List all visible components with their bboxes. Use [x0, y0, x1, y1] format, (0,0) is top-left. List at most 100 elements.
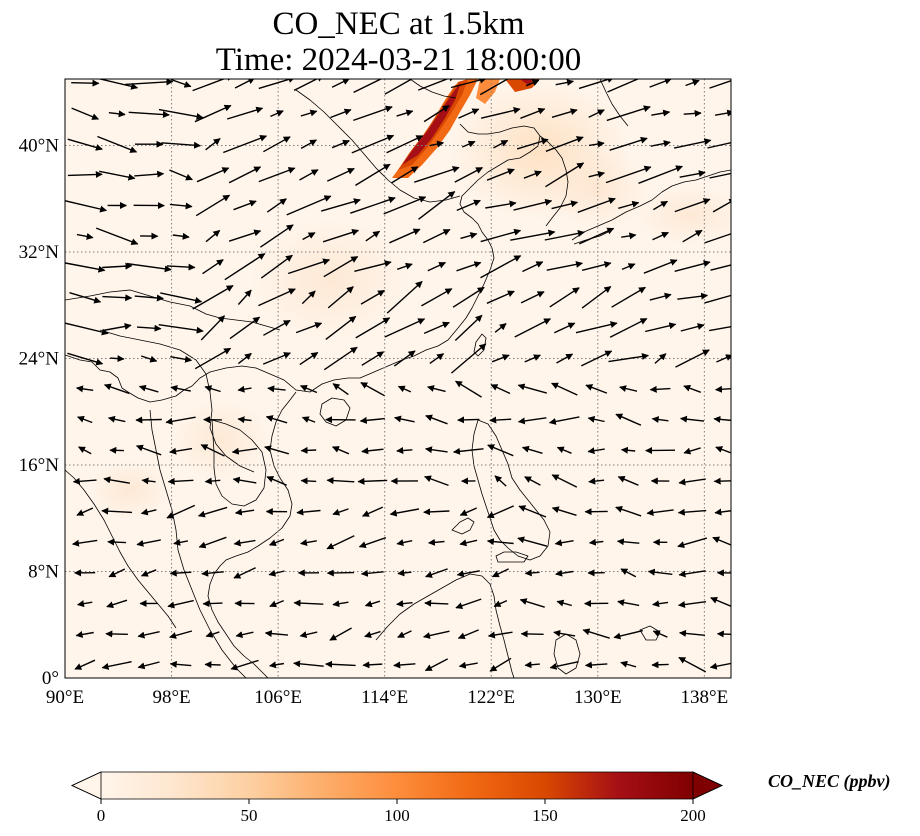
wind-vector-arrow [169, 660, 192, 668]
wind-vector-arrow [712, 198, 731, 213]
wind-vector-arrow [268, 569, 285, 577]
wind-vector-arrow [364, 600, 381, 608]
wind-vector-arrow [551, 200, 579, 210]
wind-vector-arrow [103, 476, 131, 484]
wind-vector-arrow [609, 136, 648, 151]
wind-vector-arrow [140, 355, 158, 363]
colorbar-extend-high [692, 771, 723, 800]
wind-vector-arrow [493, 599, 508, 607]
wind-vector-arrow [521, 445, 543, 454]
wind-vector-arrow [491, 568, 509, 578]
wind-vector-arrow [608, 352, 649, 363]
wind-vector-arrow [95, 227, 139, 246]
wind-vector-arrow [332, 383, 349, 396]
wind-vector-arrow [262, 352, 291, 365]
wind-vector-arrow [323, 255, 359, 278]
wind-vector-arrow [332, 600, 349, 608]
wind-vector-arrow [299, 631, 318, 638]
wind-vector-arrow [649, 292, 672, 301]
wind-vector-arrow [580, 350, 613, 367]
wind-vector-arrow [204, 385, 221, 393]
wind-vector-arrow [459, 507, 477, 516]
wind-vector-arrow [194, 347, 232, 370]
wind-vector-arrow [326, 535, 355, 550]
lon-tick-label: 106°E [254, 687, 302, 708]
lon-tick-label: 98°E [152, 687, 190, 708]
wind-vector-arrow [383, 196, 427, 215]
wind-vector-arrow [136, 539, 161, 547]
wind-vector-arrow [677, 292, 709, 300]
wind-vector-arrow [200, 444, 225, 457]
wind-vector-arrow [621, 263, 636, 271]
lat-tick-label: 16°N [19, 455, 60, 476]
wind-vector-arrow [674, 198, 711, 213]
wind-vector-arrow [165, 416, 196, 425]
wind-vector-arrow [300, 477, 317, 485]
wind-vector-arrow [577, 197, 616, 213]
wind-vector-arrow [299, 351, 319, 366]
wind-vector-arrow [673, 138, 712, 149]
lon-tick-label: 90°E [46, 687, 84, 708]
plume-halo [90, 460, 170, 520]
wind-vector-arrow [75, 631, 94, 638]
wind-vector-arrow [517, 383, 547, 394]
title-line-2: Time: 2024-03-21 18:00:00 [215, 42, 582, 78]
coastline-philippines [471, 419, 551, 561]
wind-vector-arrow [299, 169, 319, 181]
wind-vector-arrow [457, 629, 479, 640]
wind-vector-arrow [619, 385, 638, 392]
wind-vector-arrow [204, 477, 221, 485]
wind-vector-arrow [65, 200, 108, 213]
wind-vector-arrow [204, 661, 221, 669]
wind-vector-arrow [421, 288, 453, 307]
wind-vector-arrow [638, 165, 683, 184]
wind-vector-arrow [710, 596, 731, 607]
wind-vector-arrow [397, 385, 412, 393]
wind-vector-arrow [428, 538, 445, 546]
wind-vector-arrow [677, 508, 707, 516]
wind-vector-arrow [170, 384, 191, 392]
wind-vector-arrow [678, 570, 706, 578]
wind-vector-arrow [102, 323, 132, 332]
wind-vector-arrow [486, 290, 515, 304]
wind-vector-arrow [270, 110, 284, 118]
wind-vector-arrow [224, 253, 266, 281]
wind-vector-arrow [489, 657, 512, 672]
wind-vector-arrow [611, 286, 646, 308]
wind-vector-arrow [266, 198, 287, 213]
wind-vector-arrow [456, 261, 482, 272]
wind-vector-arrow [106, 599, 128, 609]
wind-vector-arrow [67, 138, 103, 151]
wind-vector-arrow [384, 79, 414, 95]
wind-vector-arrow [72, 539, 98, 547]
wind-vector-arrow [267, 385, 286, 393]
wind-vector-arrow [233, 567, 256, 579]
map-frame [64, 78, 732, 679]
wind-vector-arrow [173, 538, 189, 546]
coastline-gulf-thailand [207, 551, 269, 678]
wind-vector-arrow [135, 444, 162, 456]
wind-vector-arrow [128, 111, 170, 118]
wind-vector-arrow [480, 255, 522, 279]
wind-vector-arrow [514, 318, 552, 338]
wind-vector-arrow [545, 136, 584, 152]
wind-vector-arrow [397, 630, 412, 638]
lat-tick-label: 8°N [28, 562, 59, 583]
wind-vector-arrow [265, 415, 288, 424]
wind-vector-arrow [715, 385, 731, 393]
wind-vector-arrow [650, 140, 671, 147]
wind-vector-arrow [517, 536, 548, 547]
lon-tick-label: 130°E [574, 687, 622, 708]
wind-vector-arrow [418, 191, 456, 220]
wind-vector-arrow [332, 508, 349, 516]
wind-vector-arrow [300, 109, 318, 117]
wind-vector-arrow [329, 627, 352, 641]
lat-tick-label: 0° [42, 668, 59, 689]
plume-band-outer [476, 79, 500, 104]
wind-vector-arrow [487, 444, 514, 457]
wind-vector-arrow [396, 109, 414, 117]
coastline-mindanao [495, 551, 529, 563]
wind-vector-arrow [76, 232, 94, 240]
wind-vector-arrow [556, 599, 572, 607]
